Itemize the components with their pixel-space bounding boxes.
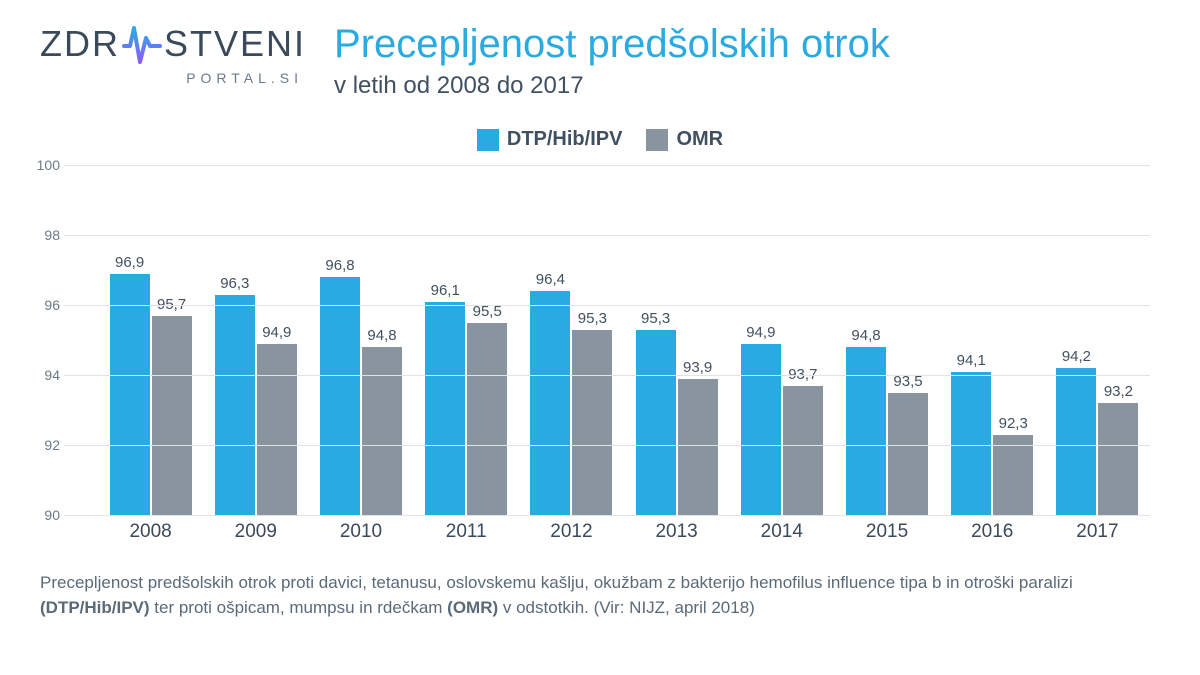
- legend-swatch: [646, 129, 668, 151]
- caption: Precepljenost predšolskih otrok proti da…: [40, 571, 1160, 620]
- bar: 95,3: [572, 330, 612, 516]
- bar: 96,4: [530, 291, 570, 515]
- y-tick-label: 90: [32, 507, 60, 523]
- bar: 93,5: [888, 393, 928, 516]
- brand-logo: ZDR STVENI PORTAL.SI: [40, 22, 306, 86]
- legend-swatch: [477, 129, 499, 151]
- bar-value-label: 96,1: [431, 282, 460, 299]
- x-tick-label: 2013: [624, 521, 729, 543]
- bar: 94,1: [951, 372, 991, 516]
- bar-value-label: 94,2: [1062, 348, 1091, 365]
- x-tick-label: 2015: [834, 521, 939, 543]
- x-tick-label: 2012: [519, 521, 624, 543]
- bar-group: 96,995,7: [98, 165, 203, 515]
- y-tick-label: 98: [32, 227, 60, 243]
- x-tick-label: 2011: [414, 521, 519, 543]
- plot-area: 96,995,796,394,996,894,896,195,596,495,3…: [64, 165, 1150, 515]
- legend-label: OMR: [676, 128, 723, 151]
- bar-value-label: 96,4: [536, 271, 565, 288]
- bar-value-label: 93,2: [1104, 383, 1133, 400]
- bar: 92,3: [993, 435, 1033, 516]
- title-block: Precepljenost predšolskih otrok v letih …: [334, 22, 1160, 100]
- bar-group: 94,893,5: [834, 165, 939, 515]
- grid-line: [64, 305, 1150, 306]
- bar-value-label: 96,8: [325, 257, 354, 274]
- caption-text: ter proti ošpicam, mumpsu in rdečkam: [150, 598, 448, 617]
- caption-text: v odstotkih. (Vir: NIJZ, april 2018): [498, 598, 755, 617]
- bar-chart: 96,995,796,394,996,894,896,195,596,495,3…: [64, 165, 1150, 543]
- bar: 93,9: [678, 379, 718, 516]
- legend-label: DTP/Hib/IPV: [507, 128, 623, 151]
- caption-bold: (OMR): [447, 598, 498, 617]
- bar: 93,7: [783, 386, 823, 516]
- bar-group: 94,993,7: [729, 165, 834, 515]
- bar-value-label: 96,3: [220, 275, 249, 292]
- bar: 94,9: [741, 344, 781, 516]
- bars-container: 96,995,796,394,996,894,896,195,596,495,3…: [98, 165, 1150, 515]
- bar: 95,5: [467, 323, 507, 516]
- bar-group: 96,394,9: [203, 165, 308, 515]
- y-tick-label: 94: [32, 367, 60, 383]
- bar-value-label: 94,8: [851, 327, 880, 344]
- x-tick-label: 2016: [940, 521, 1045, 543]
- grid-line: [64, 445, 1150, 446]
- bar: 94,8: [362, 347, 402, 515]
- bar: 96,3: [215, 295, 255, 516]
- logo-text-right: STVENI: [164, 26, 306, 62]
- bar-group: 95,393,9: [624, 165, 729, 515]
- y-tick-label: 92: [32, 437, 60, 453]
- bar: 95,3: [636, 330, 676, 516]
- bar: 94,2: [1056, 368, 1096, 515]
- x-tick-label: 2017: [1045, 521, 1150, 543]
- y-tick-label: 96: [32, 297, 60, 313]
- infographic: ZDR STVENI PORTAL.SI: [0, 0, 1200, 675]
- caption-text: Precepljenost predšolskih otrok proti da…: [40, 573, 1073, 592]
- bar-group: 96,195,5: [414, 165, 519, 515]
- bar-value-label: 93,7: [788, 366, 817, 383]
- y-tick-label: 100: [32, 157, 60, 173]
- bar-value-label: 94,9: [746, 324, 775, 341]
- bar: 96,8: [320, 277, 360, 515]
- heartbeat-icon: [122, 22, 162, 66]
- bar-value-label: 94,9: [262, 324, 291, 341]
- x-tick-label: 2008: [98, 521, 203, 543]
- legend-item: OMR: [646, 128, 723, 151]
- bar-value-label: 95,3: [578, 310, 607, 327]
- bar-value-label: 92,3: [999, 415, 1028, 432]
- caption-bold: (DTP/Hib/IPV): [40, 598, 150, 617]
- chart-legend: DTP/Hib/IPV OMR: [40, 128, 1160, 151]
- header: ZDR STVENI PORTAL.SI: [40, 22, 1160, 100]
- bar-value-label: 94,8: [367, 327, 396, 344]
- bar-group: 96,894,8: [308, 165, 413, 515]
- bar: 96,9: [110, 274, 150, 516]
- bar: 96,1: [425, 302, 465, 516]
- x-tick-label: 2014: [729, 521, 834, 543]
- bar-group: 96,495,3: [519, 165, 624, 515]
- legend-item: DTP/Hib/IPV: [477, 128, 623, 151]
- x-tick-label: 2009: [203, 521, 308, 543]
- x-tick-label: 2010: [308, 521, 413, 543]
- bar: 94,8: [846, 347, 886, 515]
- x-axis: 2008200920102011201220132014201520162017: [98, 521, 1150, 543]
- bar: 94,9: [257, 344, 297, 516]
- grid-line: [64, 165, 1150, 166]
- page-title: Precepljenost predšolskih otrok: [334, 22, 1160, 66]
- grid-line: [64, 515, 1150, 516]
- bar-value-label: 96,9: [115, 254, 144, 271]
- logo-text-left: ZDR: [40, 26, 120, 62]
- bar-group: 94,293,2: [1045, 165, 1150, 515]
- bar: 95,7: [152, 316, 192, 516]
- logo-subtext: PORTAL.SI: [186, 70, 303, 86]
- bar-group: 94,192,3: [940, 165, 1045, 515]
- page-subtitle: v letih od 2008 do 2017: [334, 72, 1160, 100]
- bar: 93,2: [1098, 403, 1138, 515]
- bar-value-label: 95,7: [157, 296, 186, 313]
- bar-value-label: 93,9: [683, 359, 712, 376]
- bar-value-label: 95,3: [641, 310, 670, 327]
- grid-line: [64, 235, 1150, 236]
- bar-value-label: 94,1: [957, 352, 986, 369]
- grid-line: [64, 375, 1150, 376]
- logo-main: ZDR STVENI: [40, 22, 306, 66]
